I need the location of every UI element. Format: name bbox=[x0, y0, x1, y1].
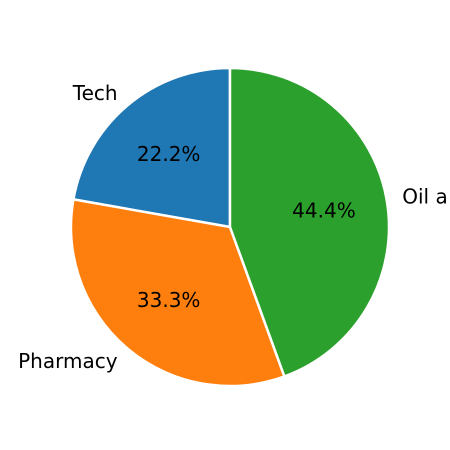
pie-slice-tech bbox=[72, 66, 232, 229]
pie-labels: 22.2% Tech 33.3% Pharmacy 44.4% Oil a bbox=[18, 81, 448, 373]
pie-category-label: Pharmacy bbox=[18, 349, 118, 373]
pie-percent-label: 33.3% bbox=[137, 288, 201, 312]
pie-category-label: Tech bbox=[72, 81, 118, 105]
pie-slices bbox=[69, 66, 391, 388]
pie-percent-label: 22.2% bbox=[137, 142, 201, 166]
pie-slice-oil-and-gas bbox=[228, 66, 391, 378]
pie-percent-label: 44.4% bbox=[292, 198, 356, 222]
pie-category-label: Oil a bbox=[402, 185, 447, 209]
pie-slice-pharmacy bbox=[69, 198, 286, 388]
